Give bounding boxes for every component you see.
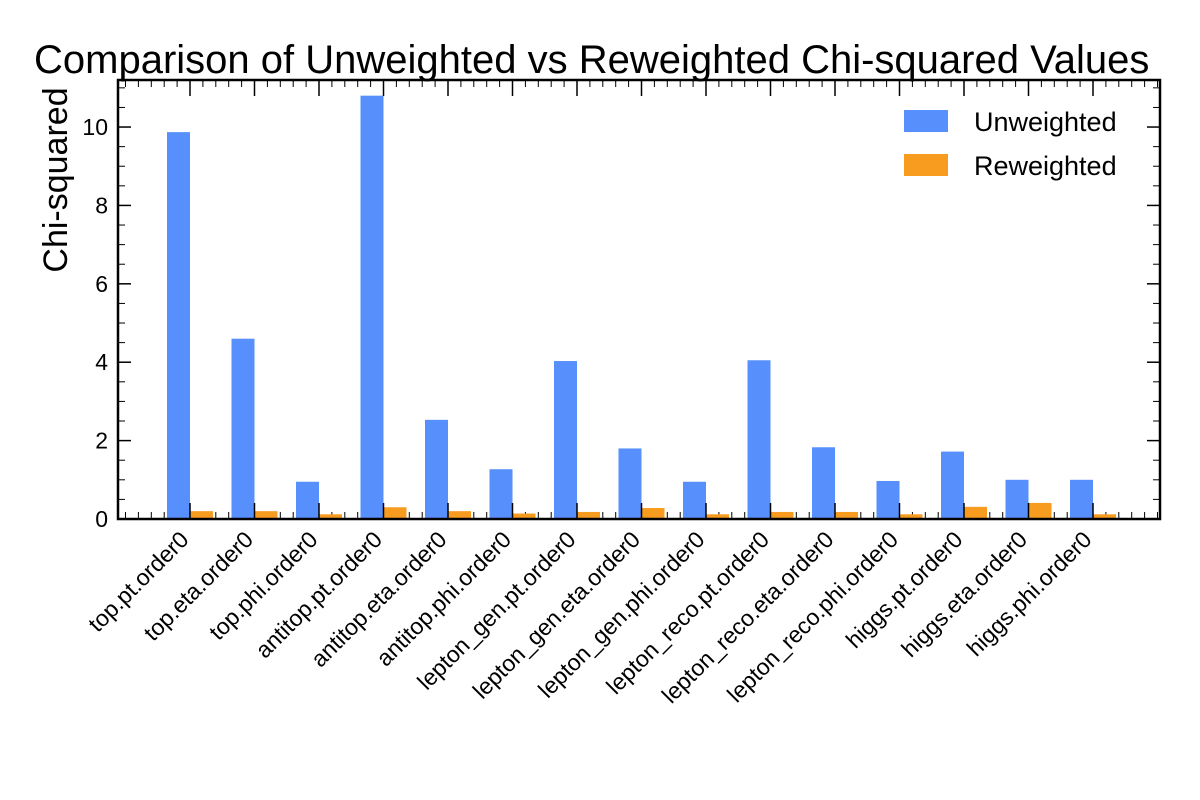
y-tick-label: 0 bbox=[95, 506, 108, 532]
y-tick-label: 4 bbox=[95, 349, 108, 375]
bar-unweighted-lepton_gen.pt.order0 bbox=[554, 361, 577, 519]
bar-reweighted-top.pt.order0 bbox=[190, 511, 213, 519]
legend-swatch-unweighted bbox=[904, 110, 948, 132]
x-tick-label-higgs.pt.order0: higgs.pt.order0 bbox=[841, 526, 968, 653]
bar-unweighted-top.pt.order0 bbox=[167, 132, 190, 519]
bar-reweighted-lepton_reco.eta.order0 bbox=[835, 511, 858, 519]
bar-reweighted-lepton_reco.pt.order0 bbox=[770, 511, 794, 519]
bar-unweighted-antitop.phi.order0 bbox=[489, 469, 513, 519]
bar-unweighted-lepton_gen.eta.order0 bbox=[618, 448, 642, 519]
legend: Unweighted Reweighted bbox=[904, 107, 1117, 181]
y-tick-label: 6 bbox=[95, 271, 108, 297]
bar-reweighted-antitop.eta.order0 bbox=[448, 511, 471, 519]
y-tick-label: 2 bbox=[95, 428, 108, 454]
bar-reweighted-higgs.pt.order0 bbox=[964, 506, 987, 519]
bar-reweighted-lepton_gen.eta.order0 bbox=[641, 508, 665, 519]
y-tick-label: 8 bbox=[95, 192, 108, 218]
bar-unweighted-higgs.pt.order0 bbox=[941, 451, 964, 519]
bar-reweighted-lepton_gen.pt.order0 bbox=[577, 511, 600, 519]
bar-unweighted-antitop.eta.order0 bbox=[425, 419, 448, 519]
bar-reweighted-lepton_reco.phi.order0 bbox=[899, 514, 923, 519]
y-tick-label: 10 bbox=[82, 114, 108, 140]
bar-unweighted-higgs.phi.order0 bbox=[1070, 479, 1093, 519]
bar-reweighted-top.eta.order0 bbox=[254, 511, 278, 519]
legend-label-unweighted: Unweighted bbox=[974, 107, 1117, 137]
bar-unweighted-lepton_gen.phi.order0 bbox=[683, 481, 706, 519]
legend-swatch-reweighted bbox=[904, 154, 948, 176]
bar-reweighted-antitop.pt.order0 bbox=[383, 507, 407, 519]
bar-reweighted-antitop.phi.order0 bbox=[512, 513, 536, 519]
bar-unweighted-top.phi.order0 bbox=[296, 481, 319, 519]
plot-area: 0246810top.pt.order0top.eta.order0top.ph… bbox=[82, 80, 1160, 708]
bar-unweighted-lepton_reco.pt.order0 bbox=[747, 360, 771, 519]
bar-unweighted-lepton_reco.eta.order0 bbox=[812, 447, 835, 519]
chart-title: Comparison of Unweighted vs Reweighted C… bbox=[34, 38, 1149, 82]
bar-reweighted-higgs.eta.order0 bbox=[1028, 502, 1052, 519]
plot-frame bbox=[116, 78, 1162, 521]
bar-unweighted-higgs.eta.order0 bbox=[1005, 479, 1029, 519]
bar-reweighted-lepton_gen.phi.order0 bbox=[706, 514, 729, 519]
legend-label-reweighted: Reweighted bbox=[974, 151, 1117, 181]
bar-unweighted-lepton_reco.phi.order0 bbox=[876, 480, 900, 519]
y-axis-label: Chi-squared bbox=[37, 87, 75, 272]
bar-unweighted-top.eta.order0 bbox=[231, 338, 255, 519]
bar-unweighted-antitop.pt.order0 bbox=[360, 95, 384, 519]
bar-reweighted-top.phi.order0 bbox=[319, 514, 342, 519]
bar-reweighted-higgs.phi.order0 bbox=[1093, 514, 1116, 519]
